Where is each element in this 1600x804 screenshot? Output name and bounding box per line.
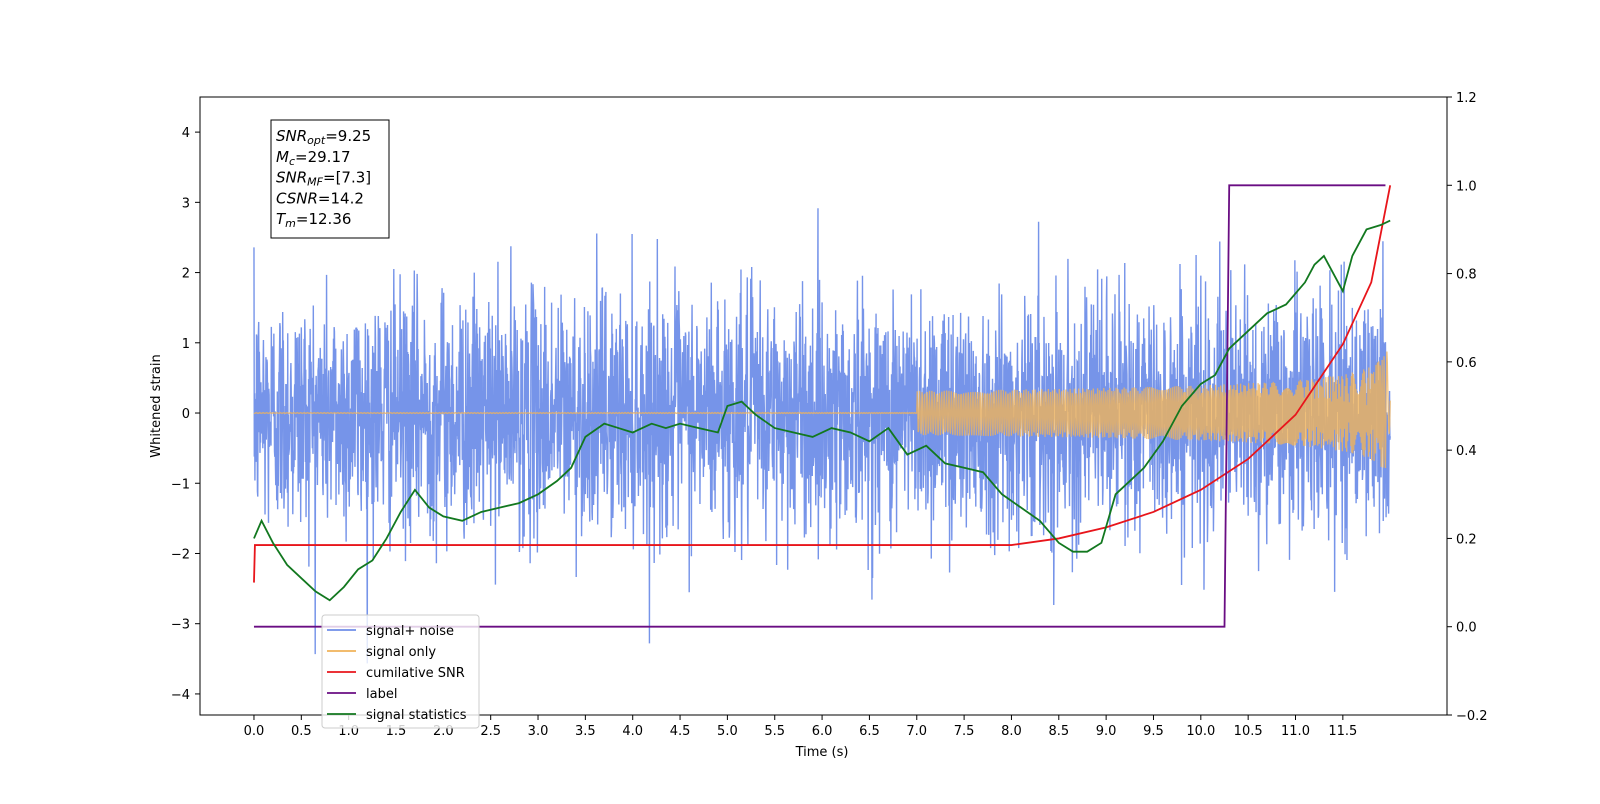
legend-entry: signal statistics	[366, 708, 467, 723]
x-tick-label: 0.5	[291, 724, 312, 739]
x-tick-label: 2.5	[480, 724, 501, 739]
series-line-signal-only	[253, 351, 1391, 469]
series-layer	[253, 184, 1392, 664]
y-tick-label: −1	[171, 477, 190, 492]
y2-tick-label: 1.2	[1456, 91, 1477, 106]
y-tick-label: −2	[171, 547, 190, 562]
x-tick-label: 11.5	[1328, 724, 1357, 739]
legend-frame	[321, 614, 480, 729]
y-tick-label: −4	[171, 688, 190, 703]
x-tick-label: 9.5	[1143, 724, 1164, 739]
y-tick-label: 4	[182, 126, 190, 141]
legend-entry: signal only	[366, 645, 436, 660]
info-line: Mc=29.17	[276, 148, 351, 168]
x-tick-label: 9.0	[1096, 724, 1117, 739]
x-tick-label: 10.0	[1186, 724, 1215, 739]
legend-entry: cumilative SNR	[366, 666, 465, 681]
info-line: CSNR=14.2	[276, 189, 364, 207]
x-tick-label: 5.0	[717, 724, 738, 739]
y2-tick-label: 0.0	[1456, 621, 1477, 636]
x-tick-label: 6.5	[859, 724, 880, 739]
series-line-signal-noise	[253, 208, 1391, 664]
y-axis-right: 1.2 1.0 0.8 0.6 0.4 0.2 0.0 −0.2	[1447, 91, 1488, 724]
x-tick-label: 11.0	[1281, 724, 1310, 739]
x-tick-label: 10.5	[1234, 724, 1263, 739]
y-axis-label: Whitened strain	[149, 354, 164, 457]
y2-tick-label: −0.2	[1456, 709, 1488, 724]
y2-tick-label: 0.6	[1456, 356, 1477, 371]
info-line: SNRMF=[7.3]	[276, 169, 371, 189]
x-tick-label: 8.5	[1048, 724, 1069, 739]
y-axis-left: 4 3 2 1 0 −1 −2 −3 −4	[171, 126, 200, 703]
y-tick-label: 0	[182, 407, 190, 422]
x-tick-label: 4.0	[622, 724, 643, 739]
series-line-cumilative-snr	[253, 185, 1392, 583]
y2-tick-label: 0.4	[1456, 444, 1477, 459]
legend: signal+ noise signal only cumilative SNR la…	[321, 614, 480, 729]
series-line-signal-statistics	[253, 219, 1391, 602]
x-tick-label: 7.5	[954, 724, 975, 739]
x-tick-label: 4.5	[670, 724, 691, 739]
x-tick-label: 7.0	[906, 724, 927, 739]
series-line-label	[253, 184, 1386, 628]
y2-tick-label: 0.8	[1456, 268, 1477, 283]
info-line: Tm=12.36	[276, 210, 351, 230]
x-tick-label: 3.5	[575, 724, 596, 739]
info-line: SNRopt=9.25	[276, 127, 371, 147]
x-tick-label: 3.0	[528, 724, 549, 739]
x-tick-label: 5.5	[764, 724, 785, 739]
x-tick-label: 6.0	[812, 724, 833, 739]
info-box-frame	[270, 119, 390, 239]
y-tick-label: 2	[182, 267, 190, 282]
y2-tick-label: 1.0	[1456, 179, 1477, 194]
legend-entry: signal+ noise	[366, 624, 454, 639]
y2-tick-label: 0.2	[1456, 532, 1477, 547]
plot-frame	[199, 96, 1448, 716]
x-tick-label: 0.0	[244, 724, 265, 739]
y-tick-label: −3	[171, 618, 190, 633]
legend-entry: label	[366, 687, 397, 702]
x-axis-label: Time (s)	[795, 745, 849, 760]
x-tick-label: 8.0	[1001, 724, 1022, 739]
y-tick-label: 1	[182, 337, 190, 352]
y-tick-label: 3	[182, 196, 190, 211]
